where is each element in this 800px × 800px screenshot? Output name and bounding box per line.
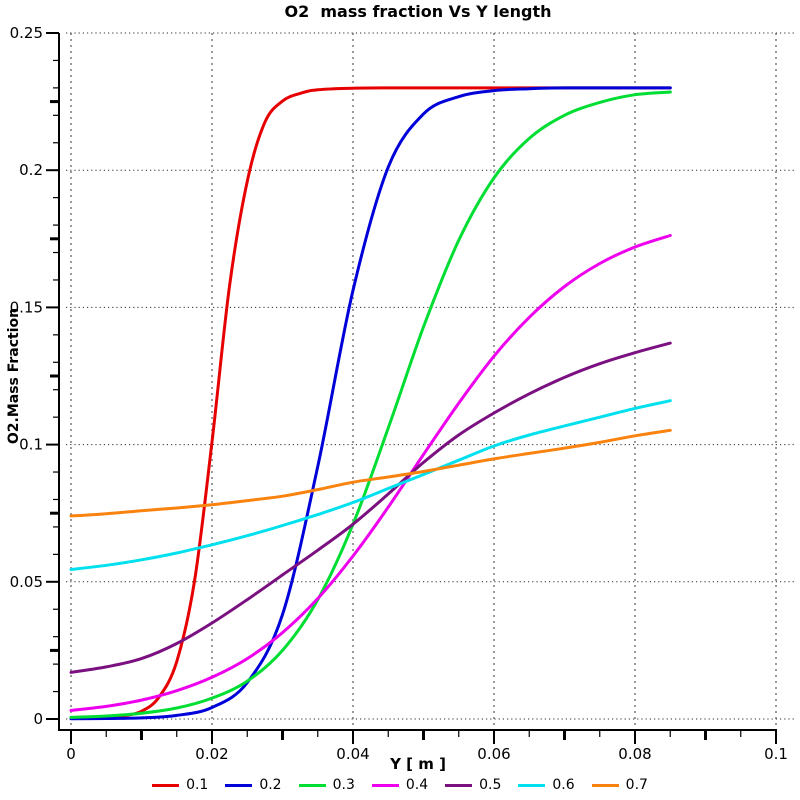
legend-item-0.5: 0.5 xyxy=(445,777,501,793)
legend-swatch-0.5 xyxy=(445,783,473,787)
series-line-0.4 xyxy=(69,234,672,712)
legend-swatch-0.1 xyxy=(152,783,180,787)
series-lines xyxy=(69,86,672,721)
tick-label: 0.1 xyxy=(19,436,43,454)
series-line-0.6 xyxy=(69,399,672,571)
legend-swatch-0.2 xyxy=(225,783,253,787)
tick-label: 0.1 xyxy=(764,745,788,763)
tick-label: 0.05 xyxy=(10,573,43,591)
legend-item-0.3: 0.3 xyxy=(298,777,355,793)
legend-item-0.2: 0.2 xyxy=(225,777,282,793)
legend-item-0.7: 0.7 xyxy=(591,777,648,793)
legend-swatch-0.4 xyxy=(371,783,399,787)
series-line-0.1 xyxy=(69,86,672,720)
tick-label: 0.02 xyxy=(195,745,228,763)
tick-label: 0.08 xyxy=(618,745,651,763)
legend-label: 0.1 xyxy=(186,777,209,793)
series-line-0.2 xyxy=(69,86,672,721)
legend-label: 0.6 xyxy=(552,777,575,793)
tick-label: 0.25 xyxy=(10,24,43,42)
legend-label: 0.4 xyxy=(405,777,429,793)
tick-label: 0.06 xyxy=(477,745,510,763)
tick-label: 0 xyxy=(66,745,76,763)
legend-label: 0.3 xyxy=(332,777,355,793)
axes xyxy=(58,33,777,731)
gridlines xyxy=(66,32,794,728)
legend-item-0.1: 0.1 xyxy=(152,777,208,793)
legend-item-0.4: 0.4 xyxy=(371,777,429,793)
tick-labels: 0 0.05 0.1 0.15 0.2 0.25 0 0.02 0.04 0.06 0.08 0.1 xyxy=(10,24,788,763)
series-line-0.7 xyxy=(69,428,672,518)
legend-swatch-0.7 xyxy=(591,783,619,787)
axis-ticks xyxy=(46,32,777,744)
tick-label: 0 xyxy=(33,710,43,728)
legend: 0.1 0.2 0.3 0.4 0.5 0.6 0.7 xyxy=(0,777,800,793)
series-line-0.5 xyxy=(69,341,672,674)
tick-label: 0.04 xyxy=(336,745,369,763)
tick-label: 0.15 xyxy=(10,298,43,316)
legend-label: 0.7 xyxy=(625,777,648,793)
tick-label: 0.2 xyxy=(19,161,43,179)
legend-label: 0.5 xyxy=(479,777,502,793)
legend-swatch-0.3 xyxy=(298,783,326,787)
legend-item-0.6: 0.6 xyxy=(518,777,575,793)
chart-title: O2 mass fraction Vs Y length xyxy=(284,2,552,21)
legend-label: 0.2 xyxy=(259,777,282,793)
x-axis-title: Y [ m ] xyxy=(390,755,446,773)
series-line-0.3 xyxy=(69,90,672,719)
legend-swatch-0.6 xyxy=(518,783,546,787)
